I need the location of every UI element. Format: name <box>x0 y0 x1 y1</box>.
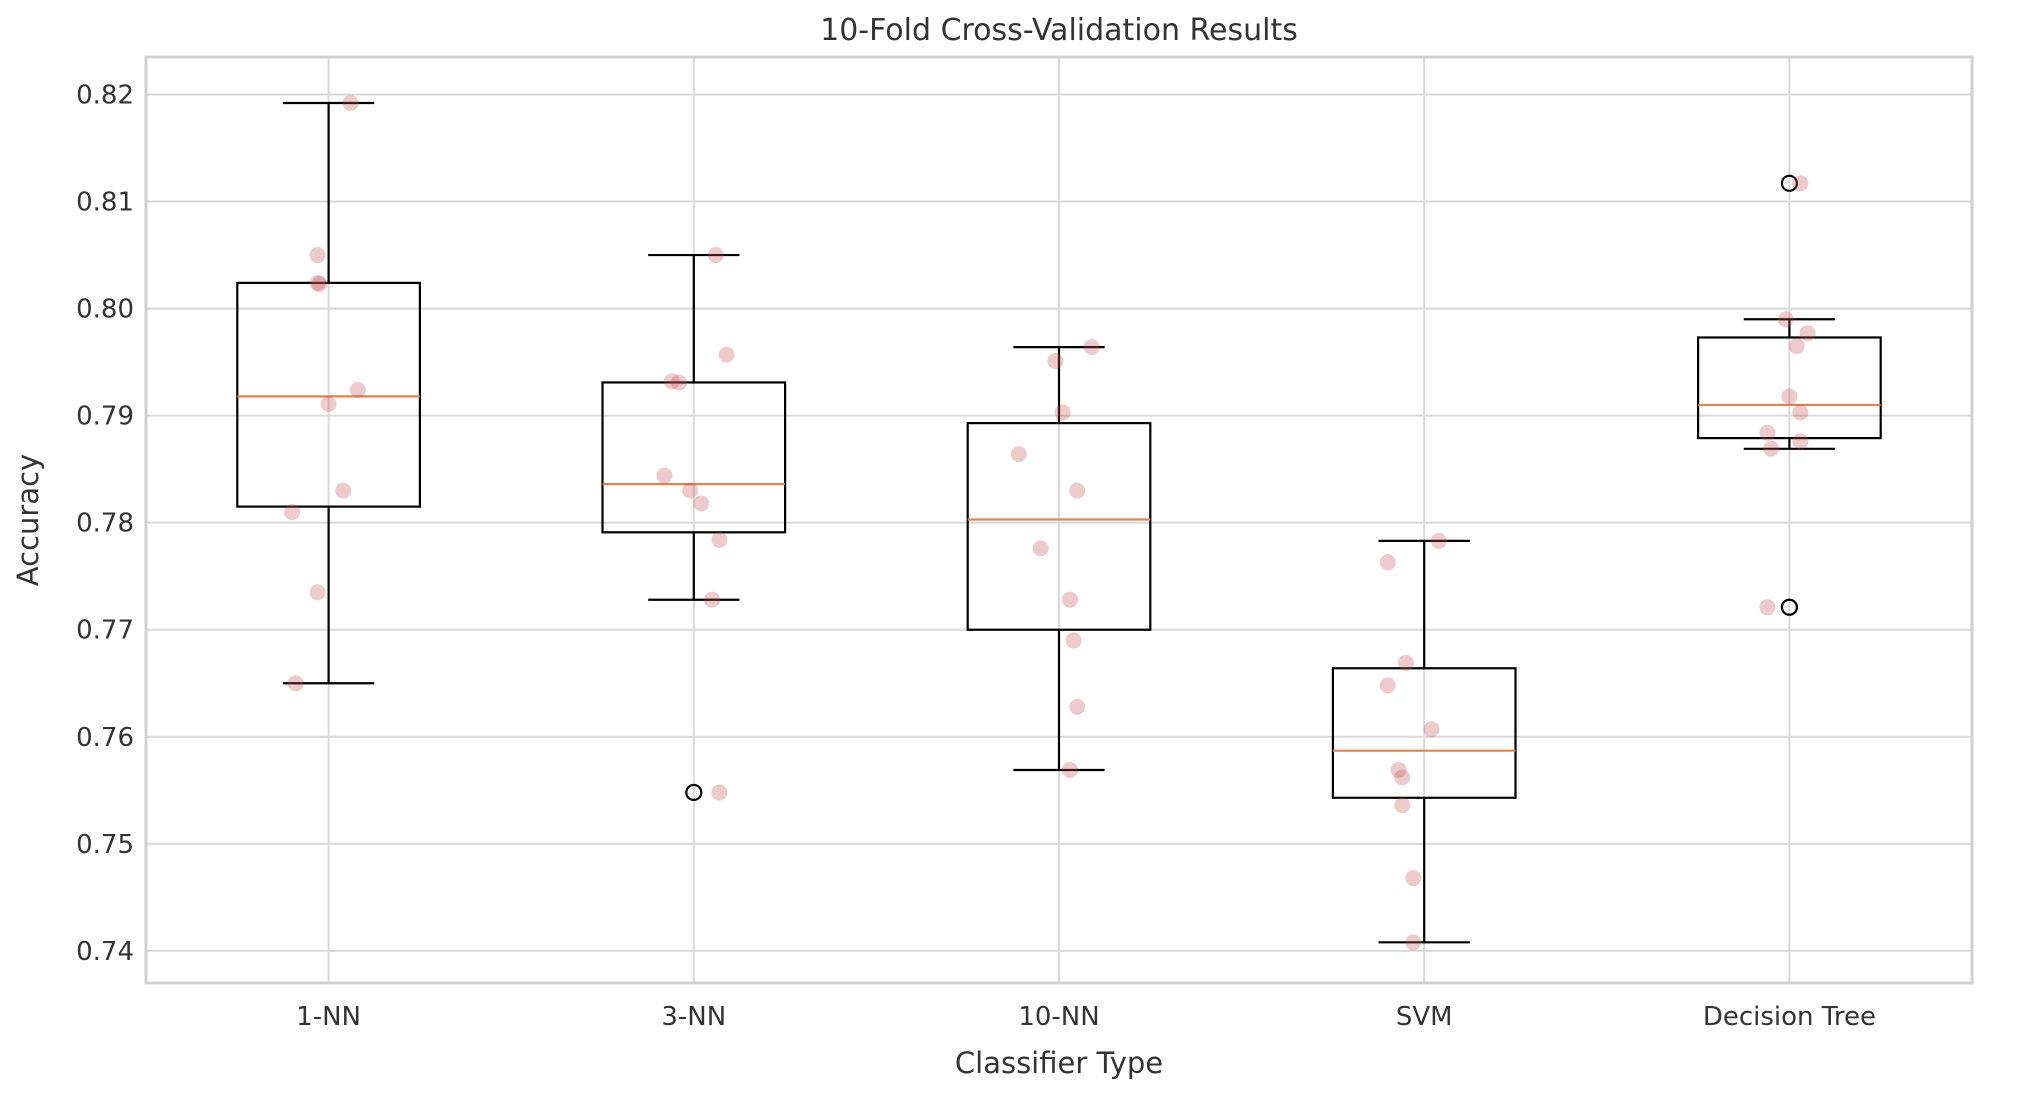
outlier-marker <box>685 783 703 802</box>
jitter-point <box>1788 338 1805 355</box>
jitter-point <box>287 675 304 692</box>
y-axis-title: Accuracy <box>11 454 45 586</box>
jitter-point <box>1405 934 1422 951</box>
x-tick-label: Decision Tree <box>1703 1002 1876 1032</box>
jitter-point <box>1759 424 1776 441</box>
jitter-point <box>1065 632 1082 649</box>
jitter-point <box>309 247 326 264</box>
jitter-point <box>663 373 680 390</box>
y-tick-label: 0.80 <box>76 295 134 325</box>
jitter-point <box>1759 599 1776 616</box>
jitter-point <box>1069 482 1086 499</box>
x-tick-label: 1-NN <box>296 1002 361 1032</box>
jitter-point <box>284 503 301 520</box>
box-svm <box>1331 539 1517 944</box>
box-10-nn <box>966 346 1152 772</box>
jitter-point <box>309 274 326 291</box>
jitter-point <box>656 467 673 484</box>
jitter-point <box>1792 404 1809 421</box>
jitter-point <box>1394 769 1411 786</box>
y-tick-label: 0.78 <box>76 509 134 539</box>
jitter-point <box>1379 554 1396 571</box>
jitter-point <box>342 95 359 112</box>
jitter-point <box>1792 175 1809 192</box>
jitter-point <box>335 482 352 499</box>
box-layer <box>236 101 1882 944</box>
outlier-marker <box>1780 174 1799 192</box>
jitter-point <box>707 247 724 264</box>
jitter-point <box>1397 654 1414 671</box>
jitter-point <box>1083 339 1100 356</box>
jitter-point <box>718 346 735 363</box>
jitter-point <box>1010 446 1027 463</box>
jitter-point <box>1054 404 1071 421</box>
x-tick-label: SVM <box>1396 1002 1453 1032</box>
y-tick-label: 0.81 <box>76 188 134 218</box>
y-tick-label: 0.77 <box>76 616 134 646</box>
jitter-point <box>1069 698 1086 715</box>
jitter-point <box>1390 761 1407 778</box>
y-tick-label: 0.75 <box>76 830 134 860</box>
jitter-point <box>1792 433 1809 450</box>
jitter-point <box>1061 761 1078 778</box>
x-tick-label: 3-NN <box>661 1002 726 1032</box>
jitter-point <box>704 591 721 608</box>
iqr-box <box>1331 667 1517 799</box>
jitter-point <box>1423 721 1440 738</box>
jitter-point <box>1777 311 1794 328</box>
iqr-box <box>966 422 1152 631</box>
jitter-point <box>309 584 326 601</box>
axis-layer: 0.74 0.75 0.76 0.77 0.78 0.79 0.80 0.81 0.82 1-NN… <box>76 80 1876 1032</box>
y-tick-label: 0.76 <box>76 723 134 753</box>
y-tick-label: 0.82 <box>76 80 134 110</box>
jitter-point <box>711 531 728 548</box>
y-tick-label: 0.79 <box>76 402 134 432</box>
box-decision-tree <box>1696 174 1882 616</box>
jitter-point <box>320 395 337 412</box>
jitter-point <box>1032 540 1049 557</box>
jitter-points-layer <box>284 95 1816 951</box>
jitter-point <box>349 381 366 398</box>
y-tick-label: 0.74 <box>76 937 134 967</box>
outlier-marker <box>1780 598 1799 616</box>
jitter-point <box>693 495 710 512</box>
iqr-box <box>601 381 787 534</box>
iqr-box <box>1696 336 1882 440</box>
x-axis-title: Classifier Type <box>955 1046 1163 1080</box>
box-1-nn <box>236 101 422 685</box>
jitter-point <box>682 482 699 499</box>
jitter-point <box>1061 591 1078 608</box>
jitter-point <box>1430 532 1447 549</box>
jitter-point <box>1781 388 1798 405</box>
jitter-point <box>671 374 688 391</box>
jitter-point <box>1047 353 1064 370</box>
chart-title: 10-Fold Cross-Validation Results <box>820 13 1298 48</box>
x-tick-label: 10-NN <box>1018 1002 1099 1032</box>
jitter-point <box>1379 677 1396 694</box>
jitter-point <box>711 784 728 801</box>
iqr-box <box>236 281 422 508</box>
jitter-point <box>1405 870 1422 887</box>
jitter-point <box>311 275 328 292</box>
jitter-point <box>1763 440 1780 457</box>
plot-frame <box>144 55 1974 985</box>
box-3-nn <box>601 253 787 802</box>
jitter-point <box>1799 325 1816 342</box>
jitter-point <box>1394 797 1411 814</box>
